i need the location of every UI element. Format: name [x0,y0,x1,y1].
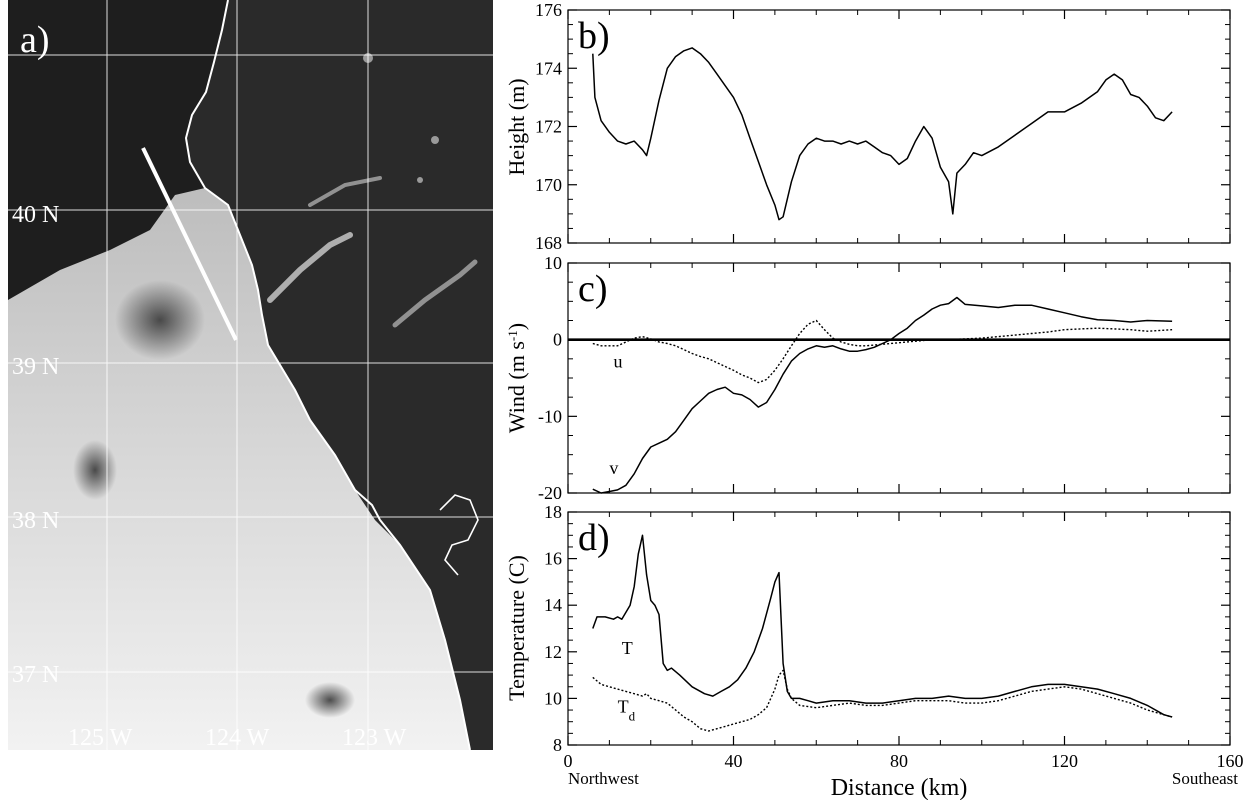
chart-panel-c: -20 -10 0 10 c) Wind (m s-1) [504,253,1231,503]
y-tick-label: 8 [553,735,562,755]
latitude-label: 37 N [12,662,59,688]
land-area [185,0,493,750]
coastline [184,0,471,750]
series-label-u: u [614,351,623,371]
y-axis-title: Wind (m s-1) [504,323,529,433]
latitude-label: 38 N [12,508,59,534]
panel-label-c: c) [578,268,608,310]
y-axis-title-superscript: -1 [505,330,520,341]
clear-patch [305,682,355,718]
plot-frame [567,262,1231,494]
series-label-Td: Td [618,696,636,723]
x-axis-right-label: Southeast [1172,769,1238,788]
y-tick-label: 10 [544,253,562,273]
x-axis-title: Distance (km) [831,775,968,800]
series-line-u [592,319,1173,384]
y-tick-label: 176 [535,0,562,20]
y-tick-label: -10 [538,406,562,426]
y-axis-title-end: ) [504,323,529,330]
inland-cloud-streak [267,232,353,303]
x-tick-label: 120 [1051,751,1078,771]
y-tick-label: 12 [544,642,562,662]
series-label-Td-subscript: d [629,708,636,723]
y-tick-label: 174 [535,58,562,78]
clear-patch [73,440,117,500]
x-tick-label: 40 [725,751,743,771]
bay-outline [439,494,479,576]
y-tick-label: -20 [538,483,562,503]
inland-cloud-dot [417,177,423,183]
y-axis-title: Temperature (C) [504,555,529,701]
x-tick-label: 0 [564,751,573,771]
map-graticule [8,0,493,750]
y-tick-label: 16 [544,549,562,569]
panel-label-b: b) [578,15,610,57]
series-label-v: v [609,458,618,478]
y-tick-label: 170 [535,175,562,195]
latitude-label: 39 N [12,354,59,380]
latitude-label: 40 N [12,202,59,228]
y-tick-label: 18 [544,502,562,522]
x-tick-label: 80 [890,751,908,771]
panel-label-a: a) [20,19,50,61]
longitude-label: 123 W [342,725,407,751]
longitude-label: 125 W [68,725,133,751]
flight-track [141,147,238,341]
y-axis-title: Height (m) [504,78,529,175]
y-tick-label: 10 [544,688,562,708]
longitude-label: 124 W [205,725,270,751]
y-tick-label: 168 [535,233,562,253]
inland-cloud-dot [431,136,439,144]
y-tick-label: 0 [553,330,562,350]
series-line-height [592,47,1173,221]
map-labels: a) 40 N 39 N 38 N 37 N 125 W 124 W 123 W [12,19,407,751]
satellite-map-panel [8,0,493,750]
chart-panel-d: 8 10 12 14 16 18 0 40 80 120 160 d) Temperature (C) [504,502,1244,771]
series-line-T [592,534,1173,718]
clear-patch [115,280,205,360]
plot-frame [567,511,1231,746]
plot-frame [567,9,1231,244]
y-tick-label: 14 [544,595,562,615]
panel-label-d: d) [578,517,610,559]
series-line-Td [592,669,1173,732]
inland-cloud-streak [392,259,478,328]
series-label-T: T [622,638,633,658]
series-line-v [592,296,1173,494]
x-axis-left-label: Northwest [568,769,639,788]
x-tick-label: 160 [1217,751,1244,771]
y-tick-label: 172 [535,117,562,137]
chart-panel-b: 168 170 172 174 176 b) Height (m) [504,0,1231,253]
